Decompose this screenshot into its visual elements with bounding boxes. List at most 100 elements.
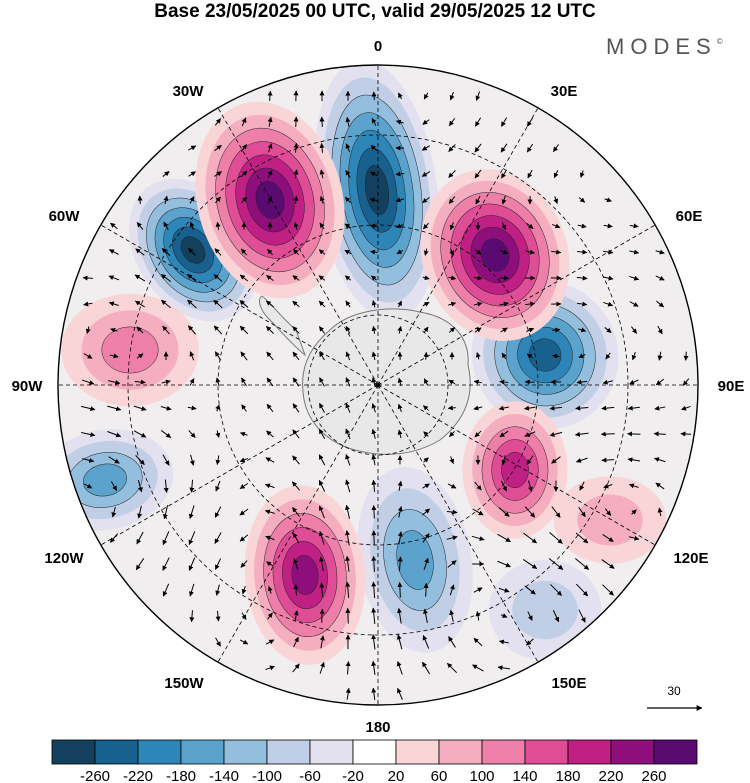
wind-vector [653, 457, 666, 463]
wind-vector [472, 508, 484, 516]
wind-vector [525, 301, 536, 307]
wind-vector [371, 555, 377, 572]
wind-vector [265, 639, 275, 645]
wind-vector [449, 456, 455, 465]
wind-vector [552, 610, 560, 623]
wind-vector [319, 195, 325, 204]
wind-vector [371, 687, 377, 700]
wind-vector [240, 248, 248, 256]
wind-vector [265, 457, 275, 463]
wind-vector [522, 559, 538, 569]
wind-vector [241, 117, 247, 127]
wind-vector [449, 431, 455, 437]
wind-vector [319, 556, 324, 572]
positive-anomaly-center [61, 293, 199, 407]
wind-vector [135, 455, 145, 465]
wind-vector [319, 169, 325, 179]
wind-vector [319, 582, 325, 598]
wind-vector [447, 662, 457, 674]
wind-vector [682, 378, 690, 386]
wind-vector [422, 483, 430, 489]
wind-vector [655, 249, 665, 255]
colorbar-segment [524, 739, 569, 765]
wind-vector [241, 377, 247, 387]
wind-vector [187, 325, 197, 335]
wind-vector [239, 457, 248, 463]
wind-vector [109, 353, 119, 359]
wind-vector [136, 353, 144, 359]
wind-vector [655, 275, 665, 281]
wind-vector [108, 379, 121, 385]
antarctica-landmass [259, 295, 471, 455]
wind-vector [397, 325, 403, 334]
wind-vector [500, 143, 508, 153]
wind-vector [292, 663, 300, 673]
wind-vector [369, 223, 378, 229]
wind-vector [215, 584, 221, 596]
wind-vector [265, 665, 276, 671]
wind-vector [395, 171, 405, 177]
wind-vector [579, 170, 585, 178]
wind-vector [449, 91, 455, 101]
wind-vector [266, 351, 274, 361]
colorbar: -260 -220 -180 -140 -100 -60 -20 20 60 100 140 180 2… [51, 739, 698, 783]
negative-anomaly-center [488, 560, 602, 660]
wind-vector [449, 248, 454, 256]
wind-vector [369, 171, 378, 177]
wind-vector [449, 222, 455, 231]
wind-vector [370, 249, 378, 255]
wind-vector [371, 275, 377, 281]
wind-vector [448, 379, 456, 385]
wind-vector [188, 531, 196, 546]
wind-vector [267, 90, 273, 101]
wind-vector [292, 326, 300, 334]
positive-anomaly-center [420, 169, 570, 341]
wind-vector [630, 326, 638, 334]
colorbar-tick-label: 260 [641, 768, 666, 783]
colorbar-segment [51, 739, 96, 765]
wind-vector [422, 196, 430, 204]
wind-vector [498, 587, 510, 593]
wind-vector [83, 301, 93, 307]
wind-vector [293, 558, 299, 570]
wind-vector [345, 555, 351, 572]
meridian-line [377, 384, 539, 663]
negative-anomaly-center [314, 65, 440, 321]
wind-vector [215, 480, 221, 492]
wind-vector [397, 429, 403, 439]
colorbar-tick-label: -260 [80, 768, 110, 783]
wind-vector [423, 557, 429, 570]
wind-vector [500, 327, 508, 333]
wind-vector [422, 301, 430, 307]
wind-vector [163, 221, 169, 231]
wind-vector [318, 249, 326, 255]
wind-vector [371, 403, 377, 413]
wind-vector [214, 171, 222, 177]
wind-vector [318, 428, 326, 440]
wind-vector [107, 405, 122, 412]
wind-vector [214, 196, 222, 204]
wind-vector [602, 379, 614, 385]
wind-vector [527, 611, 533, 621]
wind-vector [266, 430, 274, 438]
wind-vector [134, 300, 145, 308]
meridian-line [100, 384, 379, 546]
wind-vector [629, 275, 640, 281]
wind-vector [318, 300, 326, 308]
wind-vector [345, 143, 351, 153]
wind-vector [163, 505, 169, 520]
wind-vector [189, 583, 195, 597]
colorbar-tick-label: -220 [123, 768, 153, 783]
wind-vector [499, 379, 509, 385]
wind-vector [82, 457, 95, 463]
wind-vector [264, 483, 275, 489]
wind-vector [395, 119, 404, 125]
wind-vector [397, 480, 403, 491]
wind-vector [267, 248, 273, 256]
colorbar-tick-label: 140 [512, 768, 537, 783]
wind-vector [239, 639, 249, 645]
wind-vector [371, 351, 377, 361]
wind-vector [319, 222, 325, 230]
meridian-line [217, 107, 379, 386]
